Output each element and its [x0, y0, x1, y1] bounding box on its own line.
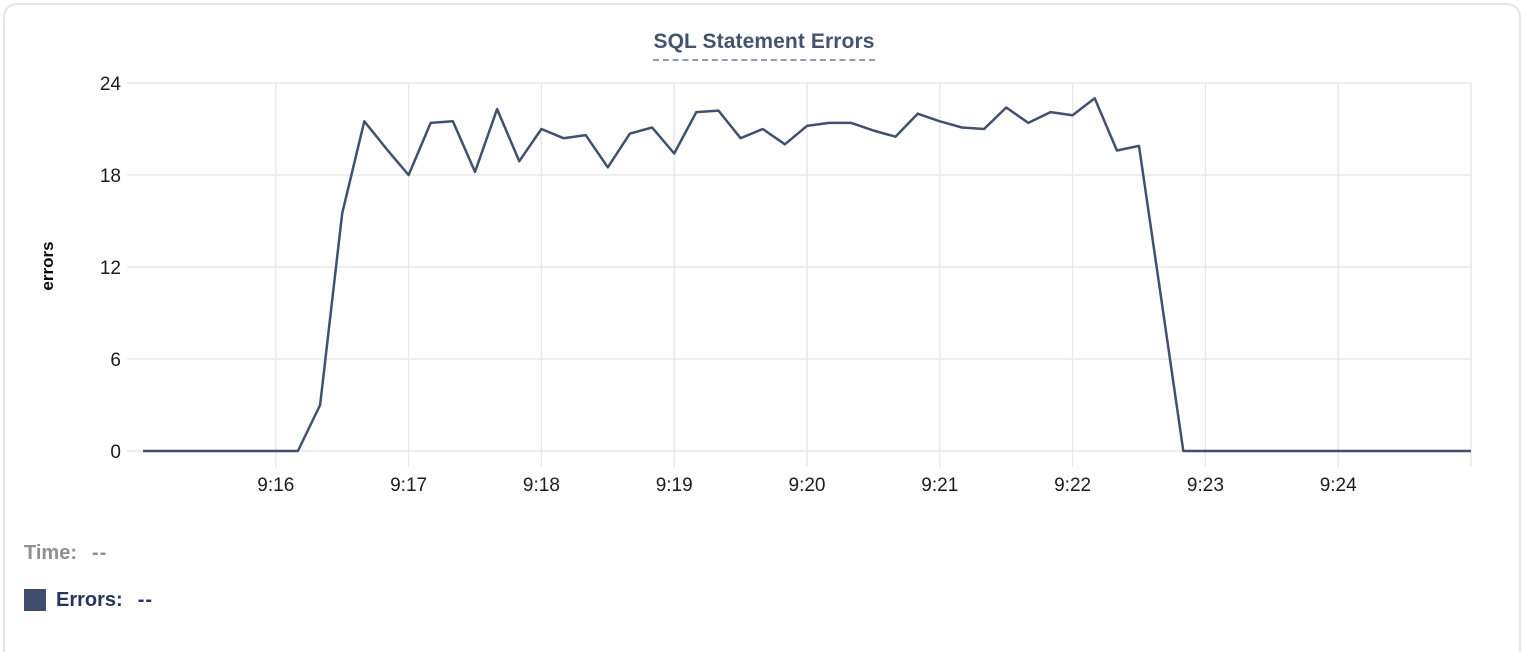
x-tick-label: 9:18 — [523, 475, 560, 496]
y-tick-label: 24 — [100, 74, 122, 95]
readout-time-value: -- — [91, 541, 108, 564]
readout-errors-label: Errors: — [56, 588, 123, 611]
chart-title-link[interactable]: SQL Statement Errors — [653, 30, 875, 61]
errors-series-swatch-icon — [24, 589, 46, 611]
series-line-errors[interactable] — [143, 97, 1471, 453]
x-tick-label: 9:19 — [656, 475, 693, 496]
x-tick-label: 9:24 — [1320, 475, 1357, 496]
x-tick-label: 9:16 — [257, 475, 294, 496]
y-tick-label: 18 — [100, 166, 121, 187]
x-tick-label: 9:17 — [390, 475, 427, 496]
readout-time-label: Time: — [24, 541, 77, 564]
readout-errors-value: -- — [137, 588, 154, 611]
x-tick-label: 9:22 — [1054, 475, 1091, 496]
x-tick-label: 9:20 — [789, 475, 826, 496]
sql-statement-errors-line-chart[interactable]: 0 6 12 18 24 9:16 9:17 9:18 9:19 9:20 9:21 9:22 9:23… — [0, 0, 1528, 525]
chart-title-row: SQL Statement Errors — [0, 30, 1528, 61]
y-tick-label: 12 — [100, 258, 121, 279]
readout-time-row: Time: -- — [24, 541, 153, 565]
readout-errors-row: Errors: -- — [24, 588, 153, 612]
x-tick-label: 9:23 — [1187, 475, 1224, 496]
y-tick-label: 6 — [110, 350, 121, 371]
hover-readout: Time: -- Errors: -- — [24, 541, 153, 612]
y-tick-label: 0 — [110, 442, 121, 463]
x-tick-label: 9:21 — [921, 475, 958, 496]
chart-card — [3, 3, 1521, 652]
